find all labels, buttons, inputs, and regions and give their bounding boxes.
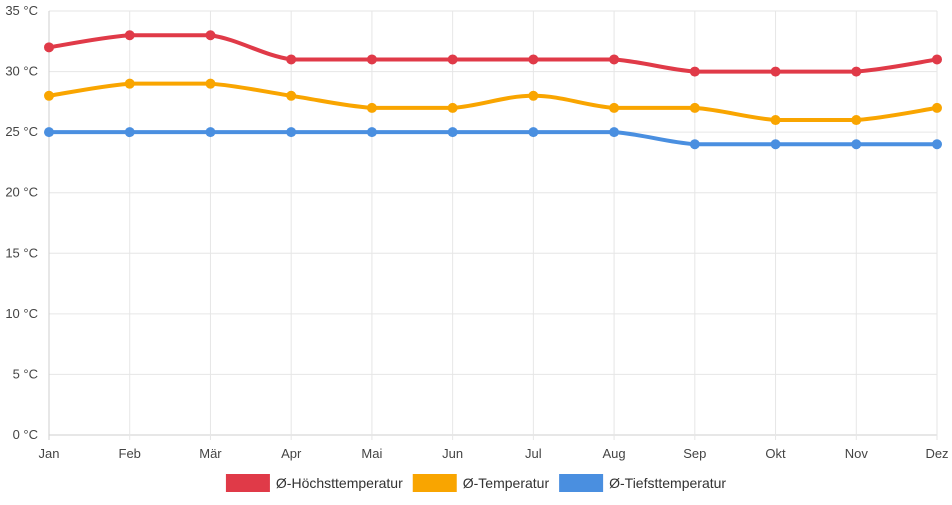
data-point[interactable] xyxy=(286,127,297,138)
data-point[interactable] xyxy=(609,102,620,113)
y-tick-label: 35 °C xyxy=(5,3,38,18)
data-point[interactable] xyxy=(447,127,458,138)
x-tick-label: Apr xyxy=(281,446,302,461)
y-tick-label: 30 °C xyxy=(5,64,38,79)
x-tick-label: Nov xyxy=(845,446,869,461)
data-point[interactable] xyxy=(689,102,700,113)
data-point[interactable] xyxy=(44,90,54,101)
data-point[interactable] xyxy=(124,127,135,138)
legend-swatch[interactable] xyxy=(225,474,270,492)
data-point[interactable] xyxy=(44,127,54,138)
x-tick-label: Jan xyxy=(39,446,60,461)
data-point[interactable] xyxy=(770,66,781,77)
series-1[interactable] xyxy=(44,30,942,77)
legend-item-3[interactable]: Ø-Tiefsttemperatur xyxy=(559,474,726,492)
x-tick-label: Sep xyxy=(683,446,706,461)
data-point[interactable] xyxy=(851,139,862,150)
data-point[interactable] xyxy=(528,90,539,101)
data-point[interactable] xyxy=(851,66,862,77)
series-layer xyxy=(44,30,942,150)
legend[interactable]: Ø-Höchsttemperatur Ø-Temperatur Ø-Tiefstte… xyxy=(225,474,726,492)
data-point[interactable] xyxy=(609,54,620,65)
x-tick-label: Jul xyxy=(525,446,542,461)
series-2[interactable] xyxy=(44,78,942,126)
grid-layer xyxy=(48,10,938,440)
series-line[interactable] xyxy=(47,130,939,147)
data-point[interactable] xyxy=(124,30,135,41)
data-point[interactable] xyxy=(689,66,700,77)
y-tick-label: 0 °C xyxy=(13,427,38,442)
series-3[interactable] xyxy=(44,127,942,150)
y-tick-label: 15 °C xyxy=(5,245,38,260)
x-tick-label: Feb xyxy=(119,446,141,461)
legend-label[interactable]: Ø-Höchsttemperatur xyxy=(276,475,403,491)
data-point[interactable] xyxy=(447,54,458,65)
series-line[interactable] xyxy=(47,33,939,74)
x-tick-label: Aug xyxy=(603,446,626,461)
data-point[interactable] xyxy=(205,78,216,89)
data-point[interactable] xyxy=(770,139,781,150)
data-point[interactable] xyxy=(286,90,297,101)
data-point[interactable] xyxy=(689,139,700,150)
x-tick-label: Dez xyxy=(925,446,948,461)
data-point[interactable] xyxy=(770,115,781,126)
x-tick-label: Okt xyxy=(765,446,786,461)
data-point[interactable] xyxy=(932,139,942,150)
legend-item-1[interactable]: Ø-Höchsttemperatur xyxy=(225,474,403,492)
legend-swatch[interactable] xyxy=(559,474,604,492)
legend-swatch[interactable] xyxy=(412,474,457,492)
legend-label[interactable]: Ø-Temperatur xyxy=(463,475,550,491)
data-point[interactable] xyxy=(932,54,942,65)
x-tick-label: Mär xyxy=(199,446,222,461)
data-point[interactable] xyxy=(124,78,135,89)
data-point[interactable] xyxy=(366,54,377,65)
y-tick-label: 25 °C xyxy=(5,124,38,139)
data-point[interactable] xyxy=(366,127,377,138)
data-point[interactable] xyxy=(205,127,216,138)
data-point[interactable] xyxy=(447,102,458,113)
data-point[interactable] xyxy=(609,127,620,138)
data-point[interactable] xyxy=(366,102,377,113)
data-point[interactable] xyxy=(286,54,297,65)
data-point[interactable] xyxy=(205,30,216,41)
data-point[interactable] xyxy=(528,127,539,138)
legend-label[interactable]: Ø-Tiefsttemperatur xyxy=(609,475,726,491)
x-tick-label: Jun xyxy=(442,446,463,461)
data-point[interactable] xyxy=(44,42,54,53)
y-tick-label: 5 °C xyxy=(13,366,38,381)
axis-layer: 0 °C 5 °C 10 °C 15 °C 20 °C 25 °C 30 °C 35 °C Ja… xyxy=(5,3,948,461)
data-point[interactable] xyxy=(851,115,862,126)
y-tick-label: 20 °C xyxy=(5,185,38,200)
data-point[interactable] xyxy=(932,102,942,113)
y-tick-label: 10 °C xyxy=(5,306,38,321)
data-point[interactable] xyxy=(528,54,539,65)
series-line[interactable] xyxy=(47,81,939,123)
x-tick-label: Mai xyxy=(361,446,382,461)
legend-item-2[interactable]: Ø-Temperatur xyxy=(412,474,550,492)
